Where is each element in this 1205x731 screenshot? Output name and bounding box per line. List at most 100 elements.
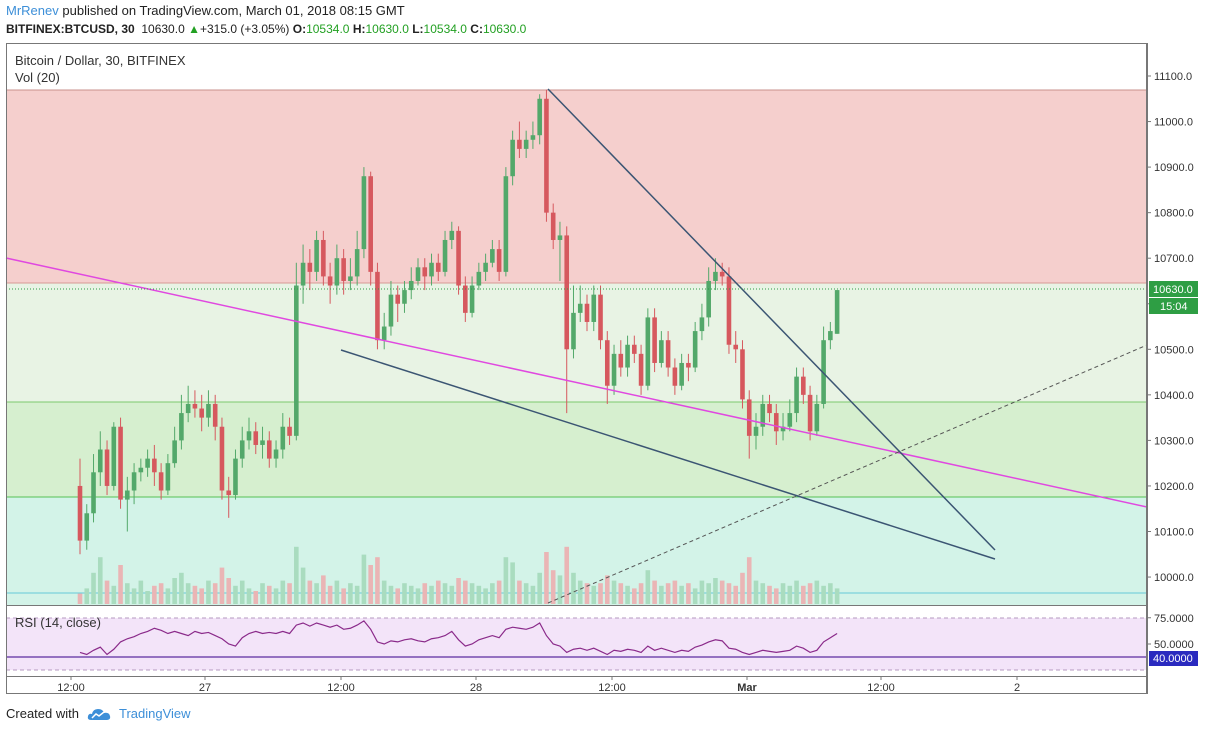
tradingview-link[interactable]: TradingView [118,706,191,721]
time-tick-label: 2 [1014,682,1020,694]
candle-body [442,239,448,272]
volume-bar [422,583,428,604]
volume-bar [91,572,96,604]
volume-bar [672,580,678,604]
price-tick-label: 10100.0 [1154,527,1194,539]
volume-bar [719,580,725,604]
candle-body [185,403,191,414]
volume-bar [300,567,306,604]
candle-body [517,139,522,149]
volume-bar [503,557,509,604]
candle-body [145,458,150,468]
rsi-tick-label: 50.0000 [1154,639,1194,651]
volume-bar [483,588,488,604]
candle-body [348,276,353,281]
candle-body [192,403,198,409]
candle-body [828,331,833,341]
volume-bar [381,580,387,604]
volume-bar [233,585,238,604]
rsi-tick-label: 75.0000 [1154,613,1194,625]
candle-body [794,376,799,414]
low-label: L: [412,22,424,36]
time-axis[interactable]: 12:00 27 12:00 28 12:00 Mar 12:00 2 [57,676,1020,694]
volume-bar [476,585,482,604]
volume-bar [219,567,225,604]
candle-body [375,271,380,341]
volume-bar [801,585,806,604]
volume-bar [449,585,455,604]
volume-bar [253,591,259,604]
volume-bar [138,580,144,604]
candle-body [300,262,306,286]
price-chart[interactable]: 10000.0 10100.0 10200.0 10300.0 10400.0 10500… [0,0,1205,700]
volume-bar [550,570,556,604]
timer-badge [1149,298,1198,314]
candle-body [266,440,272,459]
candle-body [104,449,110,486]
open-label: O: [292,22,307,36]
price-tick-label: 10900.0 [1154,162,1194,174]
candle-body [172,440,177,464]
volume-bar [429,585,434,604]
candle-body [557,235,563,240]
price-tick-label: 10500.0 [1154,344,1194,356]
volume-bar [517,580,522,604]
volume-bar [665,583,671,604]
candle-body [463,285,468,313]
volume-bar [787,585,793,604]
candle-body [111,426,117,486]
volume-bar [435,580,441,604]
candle-body [719,271,725,277]
volume-bar [212,583,218,604]
candle-body [476,271,482,286]
volume-bar [523,583,529,604]
volume-bar [408,585,414,604]
price-axis[interactable]: 10000.0 10100.0 10200.0 10300.0 10400.0 10500… [1147,71,1194,584]
price-badge [1149,281,1198,297]
author-link[interactable]: MrRenev [6,3,59,18]
volume-bar [807,583,813,604]
candle-body [773,413,779,432]
lower-channel-line[interactable] [340,349,996,560]
volume-bar [726,583,732,604]
support-zone [6,402,1147,497]
time-tick-label: 12:00 [57,682,85,694]
volume-bar [388,585,394,604]
candle-body [280,426,286,450]
pink-trendline[interactable] [5,257,1148,508]
candle-body [638,353,644,386]
rsi-badge-text: 40.0000 [1153,653,1193,665]
volume-bar [686,583,691,604]
candle-body [158,472,164,491]
last-price: 10630.0 [141,22,185,36]
candle-body [740,349,745,400]
candle-body [604,340,610,386]
volume-bar [226,578,232,604]
candle-body [652,317,657,363]
rsi-axis[interactable]: 50.0000 75.0000 [1147,613,1194,651]
candle-body [253,431,259,445]
volume-bar [510,562,515,604]
dashed-trendline[interactable] [547,344,1148,604]
lower-zone [6,497,1147,605]
volume-bar [618,583,624,604]
chart-title: Bitcoin / Dollar, 30, BITFINEX [15,53,186,68]
volume-bar [814,580,820,604]
candle-body [260,440,265,445]
candle-body [571,312,576,350]
volume-bar [767,585,772,604]
candle-body [246,431,252,441]
volume-bar [179,572,184,604]
volume-bar [246,588,252,604]
volume-bar [402,583,407,604]
candle-body [550,212,556,240]
publish-info: MrRenev published on TradingView.com, Ma… [6,3,405,18]
volume-bar [294,546,299,604]
candle-body [577,303,583,313]
upper-channel-line[interactable] [547,88,996,551]
volume-bar [348,583,353,604]
volume-bar [591,585,597,604]
candle-body [388,294,394,327]
candle-body [206,403,211,418]
volume-bar [456,578,461,604]
